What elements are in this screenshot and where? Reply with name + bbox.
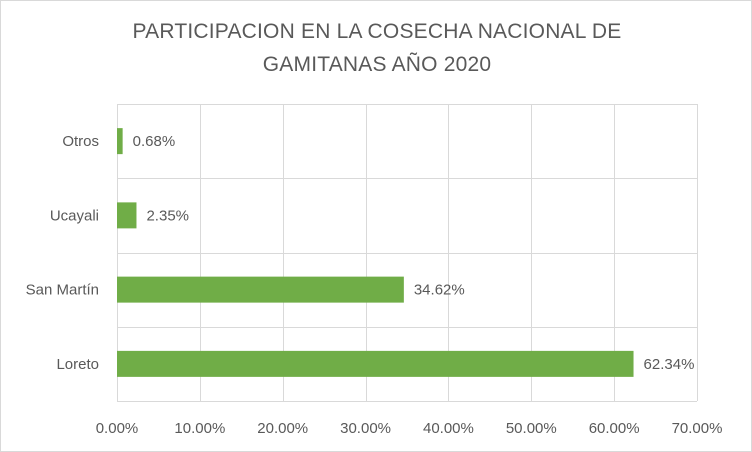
data-label: 0.68% bbox=[133, 133, 176, 150]
data-label: 62.34% bbox=[644, 356, 695, 373]
chart-title-line-1: PARTICIPACION EN LA COSECHA NACIONAL DE bbox=[132, 20, 622, 43]
category-label: Loreto bbox=[56, 356, 99, 373]
x-tick-label: 0.00% bbox=[96, 420, 139, 437]
x-tick-label: 70.00% bbox=[672, 420, 723, 437]
bar-san-mart-n bbox=[117, 276, 404, 303]
category-label: San Martín bbox=[26, 282, 99, 299]
x-tick-label: 50.00% bbox=[506, 420, 557, 437]
bar-ucayali bbox=[117, 202, 137, 229]
category-label: Ucayali bbox=[50, 207, 99, 224]
x-tick-label: 20.00% bbox=[257, 420, 308, 437]
x-tick-label: 30.00% bbox=[340, 420, 391, 437]
chart-title-line-2: GAMITANAS AÑO 2020 bbox=[262, 53, 492, 76]
data-label: 2.35% bbox=[146, 207, 189, 224]
bar-loreto bbox=[117, 350, 634, 377]
category-label: Otros bbox=[62, 133, 99, 150]
data-label: 34.62% bbox=[414, 282, 465, 299]
labels: 0.00% 10.00% 20.00% 30.00% 40.00% 50.00% 60.00… bbox=[26, 133, 723, 437]
bar-otros bbox=[117, 128, 123, 155]
x-tick-label: 60.00% bbox=[589, 420, 640, 437]
x-tick-label: 40.00% bbox=[423, 420, 474, 437]
bars bbox=[117, 128, 634, 377]
x-tick-label: 10.00% bbox=[174, 420, 225, 437]
